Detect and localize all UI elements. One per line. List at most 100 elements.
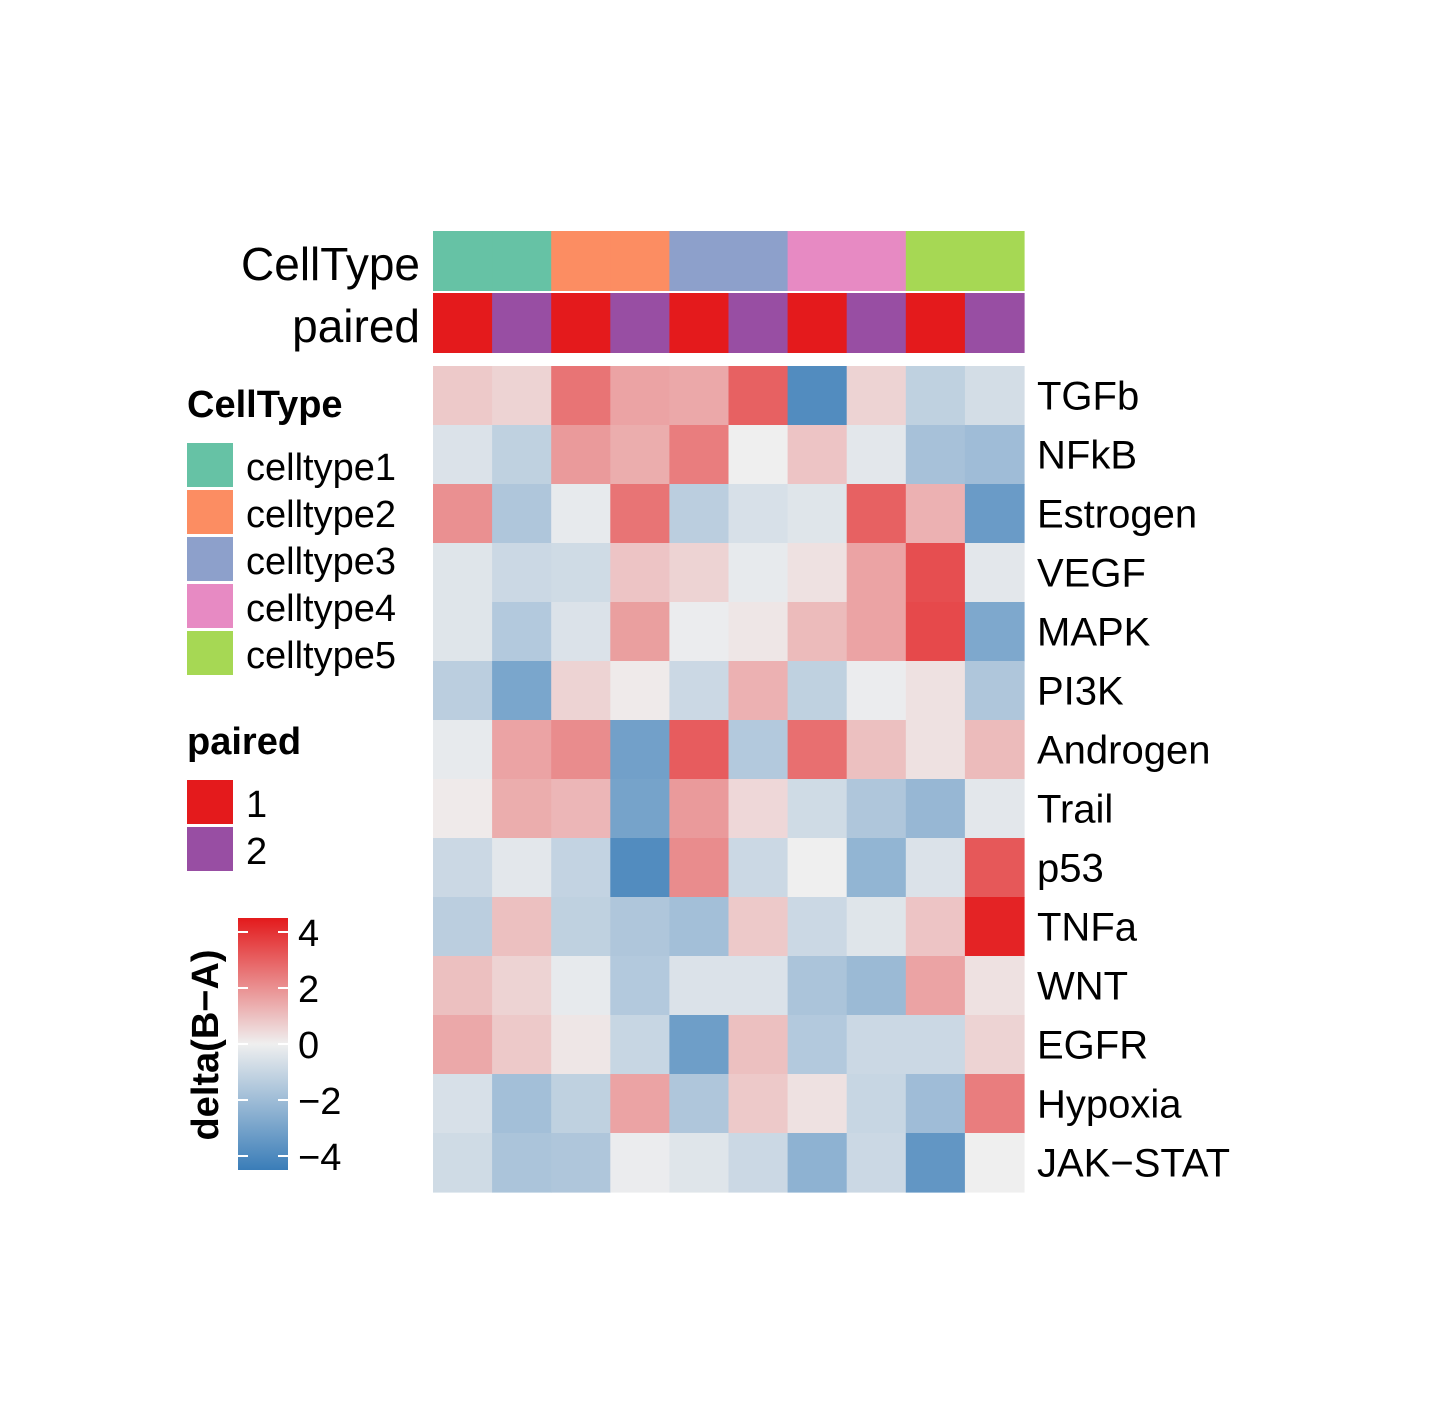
heatmap-cell	[669, 661, 730, 721]
heatmap-cell	[492, 720, 552, 780]
colorbar-tick-label: 0	[298, 1025, 319, 1067]
heatmap-cell	[964, 1074, 1025, 1134]
heatmap-cell	[964, 602, 1025, 662]
celltype-annotation-cell	[433, 231, 493, 291]
heatmap-cell	[787, 661, 848, 721]
heatmap-cell	[610, 838, 670, 898]
heatmap-cell	[610, 366, 670, 426]
heatmap-cell	[787, 1074, 848, 1134]
heatmap-cell	[669, 1015, 730, 1075]
paired-annotation-row	[433, 293, 1025, 353]
heatmap-cell	[610, 897, 670, 957]
annotation-labels: CellType paired	[241, 238, 420, 352]
heatmap-cell	[610, 425, 670, 485]
row-label: EGFR	[1037, 1024, 1148, 1068]
heatmap-cell	[728, 897, 789, 957]
heatmap-cell	[492, 1133, 552, 1193]
heatmap-cell	[846, 425, 907, 485]
heatmap-cell	[905, 425, 966, 485]
heatmap-cell	[787, 484, 848, 544]
heatmap-cell	[610, 1133, 670, 1193]
heatmap-cell	[433, 1015, 493, 1075]
heatmap-cell	[787, 1133, 848, 1193]
celltype-annotation-cell	[905, 231, 966, 291]
celltype-annotation-row	[433, 231, 1025, 291]
heatmap-cell	[964, 1133, 1025, 1193]
heatmap-cell	[433, 425, 493, 485]
heatmap-cell	[905, 779, 966, 839]
heatmap-cell	[846, 484, 907, 544]
heatmap-cell	[610, 956, 670, 1016]
heatmap-cell	[787, 425, 848, 485]
heatmap-cell	[433, 779, 493, 839]
heatmap-cell	[669, 602, 730, 662]
heatmap-cell	[964, 484, 1025, 544]
heatmap-cell	[551, 543, 611, 603]
heatmap-cell	[728, 1133, 789, 1193]
heatmap-cell	[551, 779, 611, 839]
heatmap-cell	[728, 956, 789, 1016]
heatmap-cell	[492, 425, 552, 485]
heatmap-cell	[433, 838, 493, 898]
heatmap-cell	[610, 661, 670, 721]
row-label: PI3K	[1037, 670, 1124, 714]
heatmap-cell	[669, 956, 730, 1016]
paired-legend-label: 2	[246, 831, 267, 873]
row-label: p53	[1037, 847, 1104, 891]
annotation-label-celltype: CellType	[241, 238, 420, 290]
heatmap-cell	[433, 543, 493, 603]
heatmap-cell	[905, 838, 966, 898]
celltype-annotation-cell	[846, 231, 907, 291]
heatmap-cell	[433, 484, 493, 544]
celltype-legend: CellType celltype1 celltype2 celltype3 cell…	[187, 384, 396, 677]
paired-legend-swatch	[187, 827, 233, 871]
heatmap-cell	[492, 661, 552, 721]
heatmap-cell	[492, 779, 552, 839]
heatmap-cell	[846, 779, 907, 839]
heatmap-cell	[728, 661, 789, 721]
heatmap-cell	[964, 720, 1025, 780]
heatmap-cell	[669, 720, 730, 780]
heatmap-cell	[846, 897, 907, 957]
paired-legend-title: paired	[187, 721, 301, 763]
paired-legend-swatch	[187, 780, 233, 824]
heatmap-cell	[846, 543, 907, 603]
heatmap-cell	[433, 602, 493, 662]
paired-annotation-cell	[610, 293, 670, 353]
heatmap-cell	[846, 720, 907, 780]
heatmap-cell	[433, 661, 493, 721]
heatmap-cell	[551, 484, 611, 544]
celltype-annotation-cell	[787, 231, 848, 291]
heatmap-cell	[728, 425, 789, 485]
row-label: TGFb	[1037, 375, 1139, 419]
celltype-annotation-cell	[728, 231, 789, 291]
heatmap-cell	[905, 1074, 966, 1134]
heatmap-cell	[669, 779, 730, 839]
heatmap-cell	[787, 720, 848, 780]
colorbar-tick-label: 4	[298, 913, 319, 955]
heatmap-cell	[492, 1015, 552, 1075]
heatmap-cell	[610, 720, 670, 780]
heatmap-cell	[846, 956, 907, 1016]
colorbar-tick-label: −2	[298, 1081, 341, 1123]
heatmap-cell	[846, 1015, 907, 1075]
paired-annotation-cell	[492, 293, 552, 353]
celltype-annotation-cell	[669, 231, 730, 291]
row-label: VEGF	[1037, 552, 1146, 596]
heatmap-cell	[551, 1074, 611, 1134]
colorbar-title: delta(B−A)	[185, 949, 227, 1140]
heatmap-cell	[905, 543, 966, 603]
celltype-legend-label: celltype5	[246, 635, 396, 677]
heatmap-cell	[905, 1133, 966, 1193]
heatmap-cell	[964, 956, 1025, 1016]
heatmap-cell	[433, 1133, 493, 1193]
row-label: WNT	[1037, 965, 1128, 1009]
paired-annotation-cell	[669, 293, 730, 353]
celltype-legend-swatch	[187, 490, 233, 534]
heatmap-cell	[492, 838, 552, 898]
heatmap-cell	[610, 1015, 670, 1075]
celltype-legend-title: CellType	[187, 384, 343, 426]
paired-annotation-cell	[433, 293, 493, 353]
heatmap-cell	[905, 484, 966, 544]
annotation-label-paired: paired	[292, 300, 420, 352]
